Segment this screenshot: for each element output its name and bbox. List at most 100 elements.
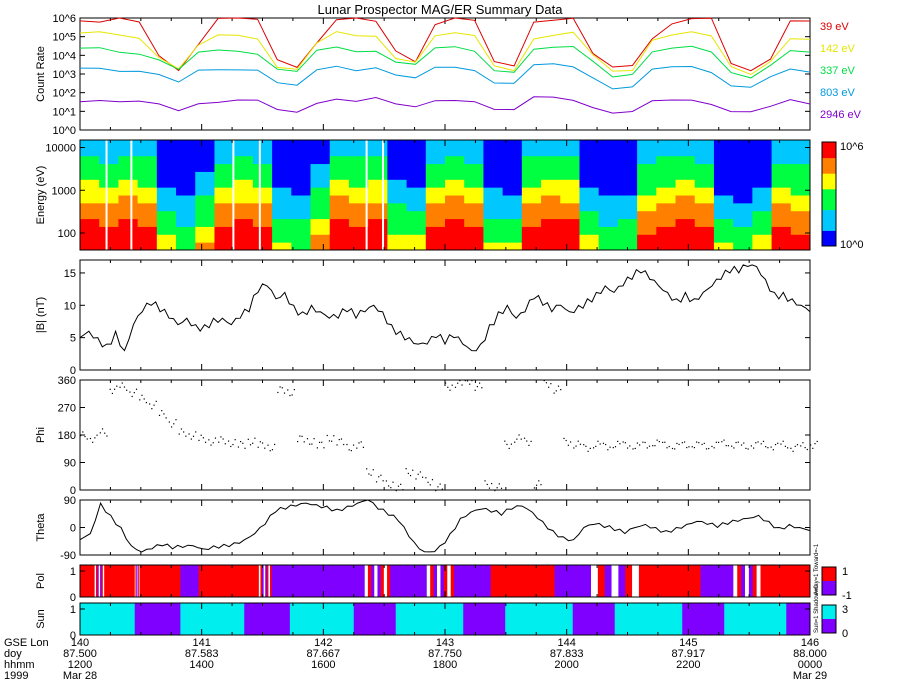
spectrogram-cell	[733, 226, 753, 235]
pol-segment	[137, 565, 139, 597]
spectrogram-cell	[348, 202, 369, 212]
spectrogram-cell	[118, 218, 139, 227]
phi-point	[323, 447, 325, 449]
spectrogram-cell	[694, 210, 715, 220]
spectrogram-cell	[579, 195, 600, 204]
phi-point	[693, 446, 696, 449]
spectrogram-cell	[80, 147, 100, 157]
phi-point	[654, 445, 656, 447]
spectrogram-cell	[464, 147, 484, 157]
spectrogram-cell	[464, 140, 484, 149]
phi-point	[494, 490, 496, 492]
phi-point	[437, 486, 439, 488]
count-rate-series-e337	[79, 45, 811, 79]
phi-point	[533, 487, 535, 489]
spectrogram-cell	[368, 226, 388, 235]
spectrogram-cell	[790, 226, 811, 235]
time-axis-row-label: hhmm	[4, 659, 35, 671]
spectrogram-cell	[176, 218, 196, 227]
spectrogram-cell	[713, 195, 734, 204]
pol-segment	[101, 565, 104, 597]
spectrogram-cell	[790, 140, 811, 149]
phi-point	[668, 445, 670, 448]
phi-point	[168, 421, 170, 423]
phi-point	[526, 440, 528, 442]
pol-segment	[756, 565, 761, 597]
colorbar-min-label: 10^0	[840, 239, 864, 251]
pol-segment	[180, 565, 200, 597]
spectrogram-cell	[387, 171, 408, 180]
spectrogram-cell	[406, 179, 427, 188]
spectrogram-cell	[329, 163, 350, 172]
spectrogram-cell	[637, 163, 657, 172]
phi-point	[113, 388, 116, 390]
phi-point	[506, 443, 508, 446]
spectrogram-cell	[464, 234, 484, 243]
spectrogram-cell	[310, 234, 331, 243]
spectrogram-cell	[617, 140, 638, 149]
spectrogram-cell	[348, 195, 369, 204]
phi-point	[569, 441, 572, 443]
spectrogram-cell	[637, 147, 657, 157]
phi-point	[269, 450, 271, 452]
spectrogram-cell	[675, 195, 696, 204]
spectrogram-cell	[560, 140, 580, 149]
phi-point	[476, 385, 478, 388]
phi-point	[626, 447, 629, 449]
time-axis-doy-label: 87.917	[672, 648, 706, 660]
phi-point	[617, 440, 619, 443]
theta-line	[79, 499, 811, 553]
bmag-ylabel: |B| (nT)	[35, 297, 47, 333]
spectrogram-cell	[521, 147, 542, 157]
spectrogram-cell	[214, 218, 235, 227]
sun-segment	[572, 603, 616, 635]
spectrogram-cell	[675, 234, 696, 243]
pol-segment	[638, 565, 647, 597]
spectrogram-cell	[560, 202, 580, 212]
spectrogram-cell	[502, 210, 523, 220]
colorbar-cell	[822, 217, 836, 221]
spectrogram-cell	[790, 195, 811, 204]
spectrogram-cell	[233, 140, 254, 149]
spectrogram-cell	[656, 226, 677, 235]
spectrogram-cell	[310, 210, 331, 220]
spectrogram-cell	[733, 218, 753, 227]
sun-segment	[244, 603, 291, 635]
phi-point	[259, 441, 261, 443]
spectrogram-cell	[560, 163, 580, 172]
spectrogram-cell	[541, 155, 561, 165]
phi-point	[240, 441, 242, 443]
phi-point	[683, 441, 686, 443]
spectrogram-cell	[541, 171, 561, 180]
spectrogram-cell	[483, 140, 504, 149]
spectrogram-cell	[406, 155, 427, 165]
colorbar-cell	[822, 212, 836, 216]
spectrogram-cell	[137, 171, 158, 180]
sun-colorbar-min: 0	[842, 628, 848, 640]
phi-point	[543, 380, 545, 382]
pol-segment	[760, 565, 765, 597]
colorbar-cell	[822, 235, 836, 239]
phi-point	[619, 443, 621, 445]
pol-segment	[454, 565, 492, 597]
spectrogram-cell	[656, 210, 677, 220]
spectrogram-cell	[694, 140, 715, 149]
count-rate-ytick-label: 10^6	[52, 13, 76, 25]
phi-point	[491, 482, 493, 485]
phi-point	[392, 481, 394, 483]
spectrogram-cell	[713, 234, 734, 243]
spectrogram-cell	[560, 179, 580, 188]
spectrogram-cell	[406, 187, 427, 196]
spectrogram-cell	[291, 234, 312, 243]
spectrogram-cell	[272, 210, 292, 220]
pol-segment	[134, 565, 136, 597]
phi-point	[782, 440, 784, 442]
phi-point	[297, 440, 299, 443]
spectrogram-cell	[195, 187, 215, 196]
spectrogram-cell	[675, 242, 696, 251]
count-rate-series-e39	[79, 17, 811, 72]
spectrogram-cell	[406, 163, 427, 172]
phi-point	[496, 487, 498, 489]
spectrogram-cell	[541, 218, 561, 227]
spectrogram-cell	[464, 163, 484, 172]
